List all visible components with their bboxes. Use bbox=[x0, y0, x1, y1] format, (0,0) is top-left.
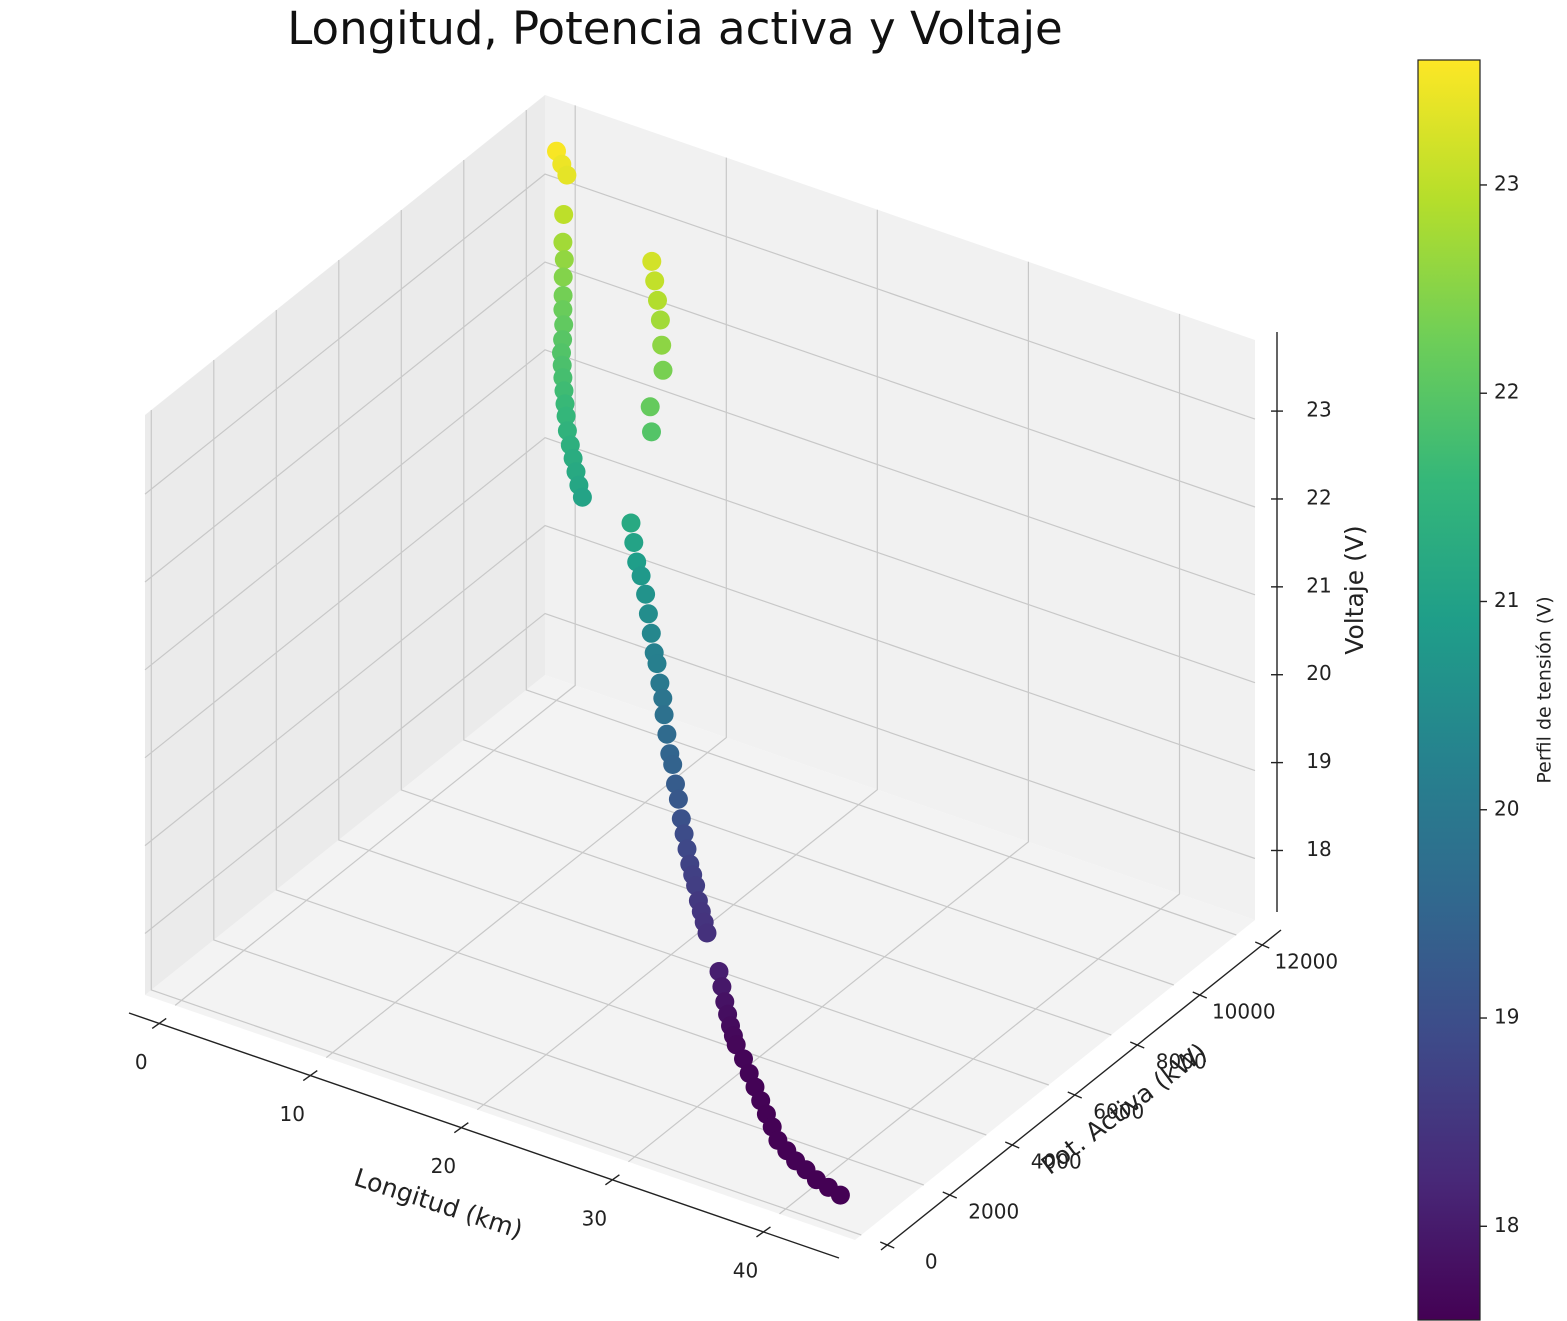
y-tick bbox=[1255, 942, 1269, 948]
z-tick-label: 18 bbox=[1306, 837, 1331, 861]
z-tick-label: 23 bbox=[1306, 398, 1331, 422]
y-tick bbox=[1068, 1092, 1082, 1098]
data-point bbox=[655, 705, 674, 724]
colorbar-tick-label: 23 bbox=[1494, 171, 1519, 195]
x-tick-label: 10 bbox=[280, 1102, 305, 1126]
colorbar: 18 19 20 21 22 23 Perfil de tensión (V) bbox=[1418, 60, 1556, 1320]
z-tick-label: 21 bbox=[1306, 573, 1331, 597]
y-tick bbox=[880, 1242, 894, 1248]
x-tick-label: 30 bbox=[582, 1206, 607, 1230]
y-tick bbox=[1130, 1042, 1144, 1048]
colorbar-tick-label: 21 bbox=[1494, 588, 1519, 612]
x-tick bbox=[152, 1018, 166, 1028]
data-point bbox=[632, 566, 651, 585]
data-point bbox=[639, 604, 658, 623]
x-tick bbox=[605, 1175, 619, 1185]
colorbar-label: Perfil de tensión (V) bbox=[1534, 596, 1556, 783]
x-tick bbox=[454, 1123, 468, 1133]
y-tick bbox=[1005, 1142, 1019, 1148]
data-point bbox=[654, 361, 673, 380]
data-point bbox=[651, 311, 670, 330]
y-tick bbox=[1193, 992, 1207, 998]
x-tick bbox=[756, 1227, 770, 1237]
data-point bbox=[641, 397, 660, 416]
data-point bbox=[553, 233, 572, 252]
x-tick-label: 40 bbox=[733, 1258, 758, 1282]
data-point bbox=[669, 790, 688, 809]
data-point bbox=[645, 271, 664, 290]
x-tick bbox=[303, 1071, 317, 1081]
data-point bbox=[653, 689, 672, 708]
data-point bbox=[555, 250, 574, 269]
data-point bbox=[648, 291, 667, 310]
data-point bbox=[642, 624, 661, 643]
data-point bbox=[573, 488, 592, 507]
y-tick bbox=[943, 1192, 957, 1198]
colorbar-tick-label: 18 bbox=[1494, 1213, 1519, 1237]
data-point bbox=[657, 725, 676, 744]
y-tick-label: 12000 bbox=[1274, 950, 1338, 974]
colorbar-tick-label: 22 bbox=[1494, 380, 1519, 404]
data-point bbox=[652, 336, 671, 355]
data-point bbox=[636, 585, 655, 604]
z-tick-label: 19 bbox=[1306, 749, 1331, 773]
y-tick-label: 2000 bbox=[968, 1200, 1019, 1224]
data-point bbox=[642, 252, 661, 271]
colorbar-tick-label: 20 bbox=[1494, 796, 1519, 820]
y-tick-label: 10000 bbox=[1212, 1000, 1276, 1024]
z-axis-title: Voltaje (V) bbox=[1340, 525, 1369, 654]
data-point bbox=[554, 268, 573, 287]
x-tick-label: 20 bbox=[431, 1154, 456, 1178]
data-point bbox=[554, 205, 573, 224]
colorbar-tick-label: 19 bbox=[1494, 1005, 1519, 1029]
data-point bbox=[663, 755, 682, 774]
z-tick-label: 22 bbox=[1306, 485, 1331, 509]
z-tick-label: 20 bbox=[1306, 661, 1331, 685]
y-tick-label: 0 bbox=[925, 1250, 938, 1274]
colorbar-bar bbox=[1418, 60, 1480, 1320]
x-tick-label: 0 bbox=[135, 1050, 148, 1074]
data-point bbox=[624, 533, 643, 552]
data-point bbox=[557, 166, 576, 185]
data-point bbox=[622, 514, 641, 533]
data-point bbox=[642, 422, 661, 441]
data-point bbox=[698, 924, 717, 943]
data-point bbox=[831, 1186, 850, 1205]
data-point bbox=[648, 654, 667, 673]
